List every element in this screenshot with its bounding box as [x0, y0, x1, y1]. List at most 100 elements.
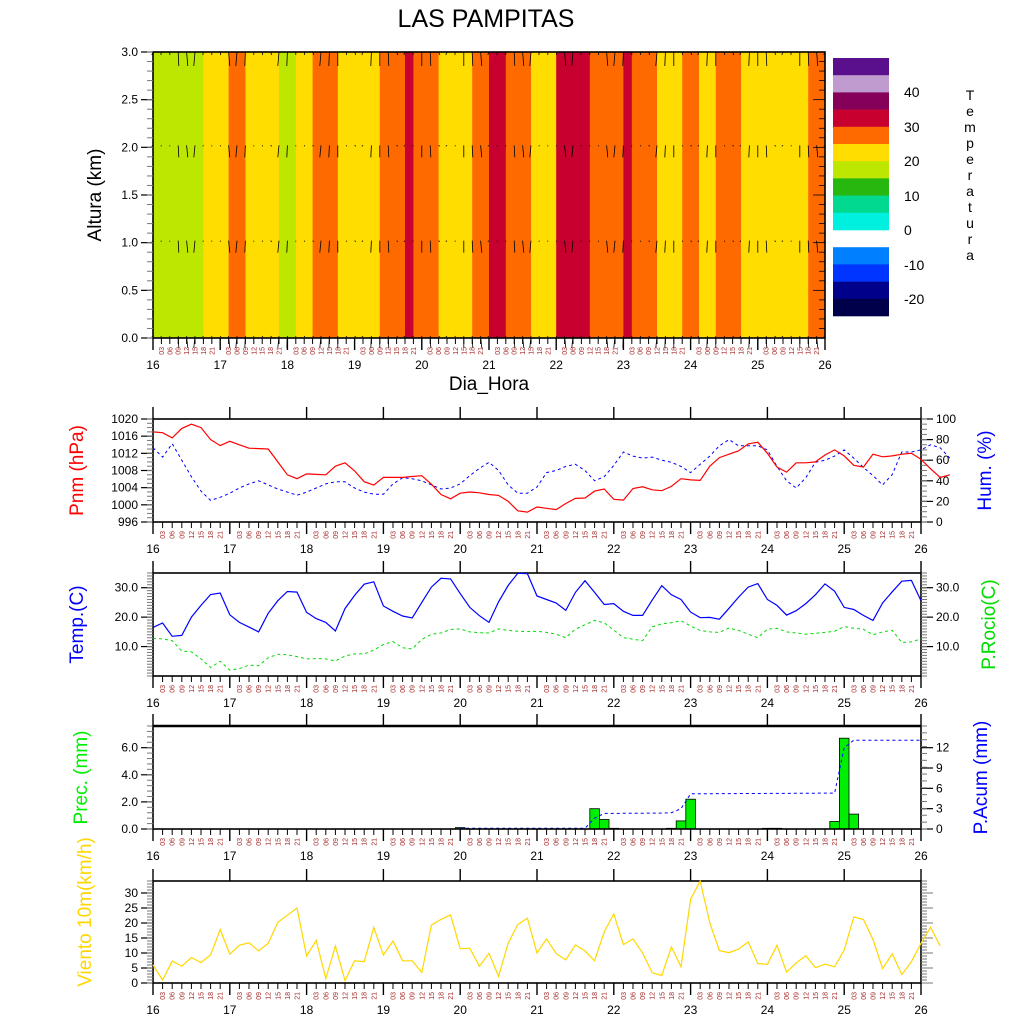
- y-tick-label: 1012: [111, 446, 138, 460]
- x-hour-label: 03: [697, 347, 704, 355]
- x-day-label: 19: [377, 849, 391, 863]
- wind-arrow: [403, 335, 406, 338]
- x-day-label: 20: [454, 1003, 468, 1017]
- x-hour-label: 15: [506, 992, 513, 1000]
- x-hour-label: 15: [506, 685, 513, 693]
- heatmap-cell: [673, 52, 683, 338]
- wind-arrow: [328, 240, 330, 253]
- heatmap-cell: [304, 52, 314, 338]
- wind-arrow: [445, 335, 448, 338]
- heatmap-cell: [489, 52, 498, 338]
- x-day-label: 18: [300, 542, 314, 556]
- y-tick-label: 1016: [111, 429, 138, 443]
- wind-arrow: [354, 335, 357, 338]
- x-hour-label: 12: [386, 347, 393, 355]
- wind-arrow: [781, 240, 784, 242]
- x-hour-label: 18: [899, 838, 906, 846]
- x-hour-label: 12: [573, 838, 580, 846]
- x-hour-label: 21: [371, 685, 378, 693]
- x-hour-label: 06: [554, 992, 561, 1000]
- wind-arrow: [496, 145, 498, 147]
- x-day-label: 25: [751, 358, 765, 372]
- wind-arrow: [403, 240, 406, 242]
- x-hour-label: 18: [746, 531, 753, 539]
- wind-arrow: [765, 145, 768, 158]
- x-hour-label: 12: [727, 685, 734, 693]
- x-hour-label: 18: [208, 992, 215, 1000]
- x-hour-label: 18: [439, 992, 446, 1000]
- wind-arrow: [370, 145, 372, 158]
- heatmap-cell: [161, 52, 171, 338]
- heatmap-cell: [497, 52, 507, 338]
- y-tick-label: 6.0: [121, 741, 138, 755]
- heatmap-cell: [598, 52, 608, 338]
- y-axis-label: Altura (km): [85, 149, 106, 242]
- x-hour-label: 21: [613, 347, 620, 355]
- wind-arrow: [312, 335, 315, 338]
- x-hour-label: 21: [371, 531, 378, 539]
- heatmap-cell: [715, 52, 725, 338]
- x-hour-label: 03: [621, 531, 628, 539]
- heatmap-cell: [279, 52, 288, 338]
- x-hour-label: 15: [659, 531, 666, 539]
- wind-arrow: [445, 240, 448, 242]
- colorbar-swatch: [833, 58, 889, 76]
- heatmap-cell: [237, 52, 246, 338]
- x-hour-label: 15: [429, 838, 436, 846]
- x-hour-label: 06: [400, 992, 407, 1000]
- x-hour-label: 03: [621, 838, 628, 846]
- x-hour-label: 18: [537, 347, 544, 355]
- wind-arrow: [606, 51, 609, 67]
- heatmap-cell: [522, 52, 532, 338]
- wind-arrow: [438, 240, 441, 242]
- x-day-label: 16: [146, 542, 160, 556]
- x-hour-label: 03: [160, 992, 167, 1000]
- x-hour-label: 21: [602, 531, 609, 539]
- x-hour-label: 21: [602, 685, 609, 693]
- colorbar-swatch: [833, 298, 889, 317]
- x-hour-label: 12: [722, 347, 729, 355]
- x-hour-label: 06: [707, 838, 714, 846]
- x-day-label: 19: [348, 358, 362, 372]
- x-hour-label: 21: [218, 531, 225, 539]
- wind-arrow: [765, 240, 768, 253]
- x-hour-label: 18: [439, 531, 446, 539]
- wind-arrow: [396, 335, 399, 338]
- x-day-label: 21: [530, 696, 544, 710]
- x-hour-label: 03: [851, 685, 858, 693]
- wind-arrow: [361, 240, 364, 242]
- x-hour-label: 06: [631, 838, 638, 846]
- x-hour-label: 21: [525, 531, 532, 539]
- x-hour-label: 21: [755, 992, 762, 1000]
- heatmap-cell: [455, 52, 465, 338]
- x-hour-label: 06: [784, 531, 791, 539]
- x-hour-label: 03: [495, 347, 502, 355]
- prec-bar: [685, 798, 696, 830]
- x-hour-label: 18: [362, 531, 369, 539]
- x-hour-label: 03: [629, 347, 636, 355]
- wind-arrow: [270, 335, 273, 338]
- heatmap-cell: [329, 52, 339, 338]
- x-hour-label: 09: [487, 838, 494, 846]
- x-hour-label: 12: [727, 531, 734, 539]
- x-hour-label: 03: [544, 838, 551, 846]
- heatmap-cell: [388, 52, 398, 338]
- x-hour-label: 18: [403, 347, 410, 355]
- x-hour-label: 12: [727, 838, 734, 846]
- x-hour-label: 12: [189, 838, 196, 846]
- x-hour-label: 15: [890, 838, 897, 846]
- wind-arrow: [228, 51, 231, 67]
- wind-arrow: [816, 51, 819, 67]
- colorbar-title-letter: a: [966, 247, 974, 263]
- heatmap-cell: [169, 52, 179, 338]
- x-day-label: 20: [454, 542, 468, 556]
- wind-arrow: [723, 145, 726, 147]
- wind-arrow: [538, 335, 540, 338]
- wind-arrow: [303, 240, 306, 242]
- x-hour-label: 12: [189, 531, 196, 539]
- wind-arrow: [471, 240, 474, 253]
- heatmap-cell: [648, 52, 658, 338]
- x-hour-label: 15: [260, 347, 267, 355]
- y2-tick-label: 100: [936, 412, 956, 426]
- x-hour-label: 09: [640, 685, 647, 693]
